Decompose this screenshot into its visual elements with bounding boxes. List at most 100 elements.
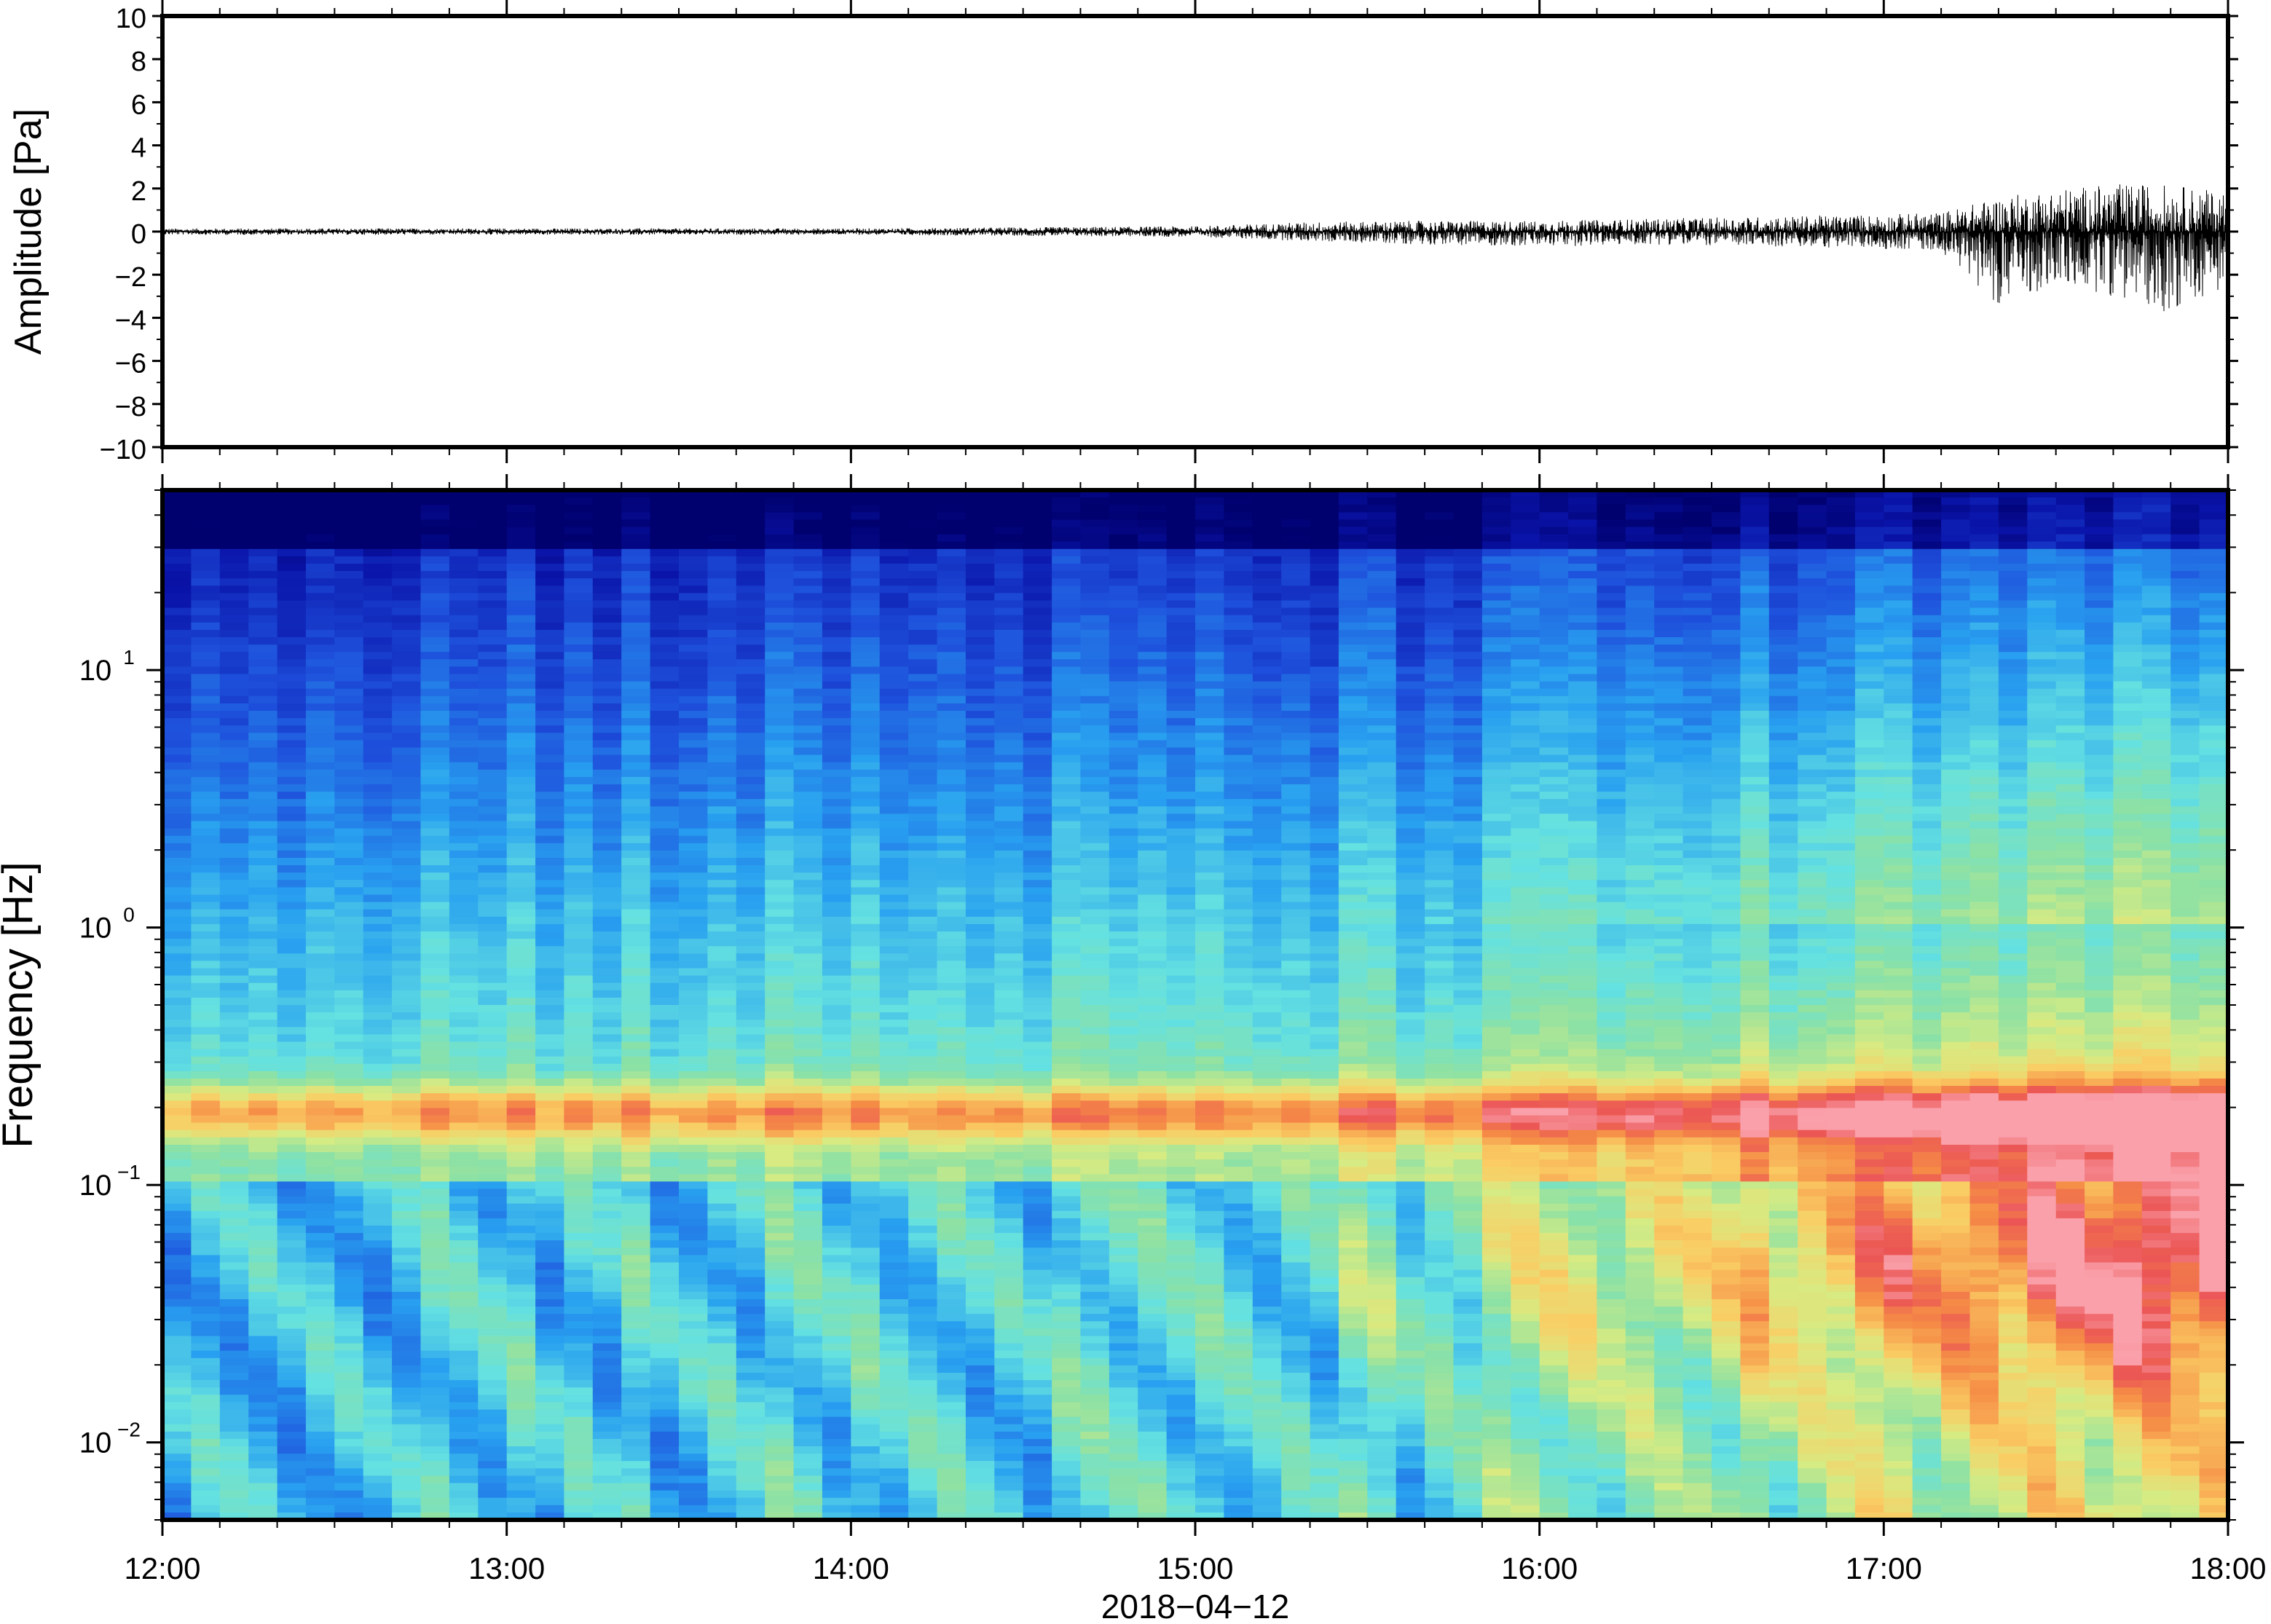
spectrogram-cell — [363, 622, 393, 631]
spectrogram-cell — [1052, 1512, 1082, 1520]
spectrogram-cell — [420, 1056, 450, 1065]
spectrogram-cell — [305, 887, 335, 896]
spectrogram-cell — [908, 695, 938, 704]
spectrogram-cell — [592, 497, 622, 505]
spectrogram-cell — [793, 887, 823, 896]
spectrogram-cell — [334, 1041, 364, 1050]
spectrogram-cell — [879, 997, 909, 1006]
spectrogram-cell — [1052, 725, 1082, 733]
spectrogram-cell — [506, 666, 536, 675]
spectrogram-cell — [248, 792, 278, 800]
spectrogram-cell — [851, 586, 881, 594]
spectrogram-cell — [793, 1328, 823, 1337]
spectrogram-cell — [277, 1475, 307, 1484]
spectrogram-cell — [162, 1512, 192, 1520]
spectrogram-cell — [937, 784, 967, 792]
spectrogram-cell — [449, 564, 479, 572]
spectrogram-cell — [679, 615, 708, 623]
spectrogram-cell — [1052, 512, 1082, 520]
spectrogram-cell — [363, 799, 393, 807]
spectrogram-cell — [765, 923, 795, 932]
spectrogram-cell — [248, 1027, 278, 1035]
spectrogram-cell — [277, 1196, 307, 1205]
spectrogram-cell — [564, 1438, 594, 1447]
spectrogram-cell — [965, 990, 995, 998]
spectrogram-cell — [879, 1454, 909, 1462]
spectrogram-cell — [506, 1167, 536, 1175]
spectrogram-cell — [1109, 1255, 1138, 1264]
spectrogram-cell — [621, 1357, 651, 1366]
spectrogram-cell — [793, 806, 823, 814]
spectrogram-cell — [707, 1203, 737, 1212]
spectrogram-cell — [822, 1071, 851, 1079]
spectrogram-cell — [707, 1461, 737, 1469]
spectrogram-cell — [937, 703, 967, 712]
spectrogram-cell — [219, 850, 249, 859]
spectrogram-cell — [392, 556, 422, 564]
spectrogram-cell — [1023, 1063, 1052, 1072]
spectrogram-cell — [679, 527, 708, 535]
spectrogram-cell — [851, 1167, 881, 1175]
spectrogram-cell — [162, 1475, 192, 1484]
spectrogram-cell — [506, 1365, 536, 1373]
spectrogram-cell — [592, 1336, 622, 1344]
spectrogram-cell — [679, 548, 708, 557]
spectrogram-cell — [248, 1454, 278, 1462]
spectrogram-cell — [1138, 1020, 1168, 1028]
spectrogram-cell — [191, 1255, 221, 1264]
spectrogram-cell — [908, 982, 938, 991]
spectrogram-cell — [994, 1321, 1024, 1329]
spectrogram-cell — [679, 674, 708, 682]
spectrogram-cell — [392, 666, 422, 675]
spectrogram-cell — [564, 1137, 594, 1146]
spectrogram-cell — [420, 1218, 450, 1226]
spectrogram-cell — [937, 1490, 967, 1499]
spectrogram-cell — [851, 872, 881, 880]
spectrogram-cell — [248, 1093, 278, 1101]
spectrogram-cell — [965, 776, 995, 785]
spectrogram-cell — [564, 1284, 594, 1293]
spectrogram-cell — [334, 975, 364, 984]
spectrogram-cell — [506, 1226, 536, 1234]
spectrogram-cell — [248, 1490, 278, 1499]
spectrogram-cell — [248, 894, 278, 903]
spectrogram-cell — [650, 1431, 680, 1440]
spectrogram-cell — [822, 674, 851, 682]
spectrogram-cell — [851, 1269, 881, 1278]
spectrogram-cell — [592, 872, 622, 880]
spectrogram-cell — [736, 747, 765, 756]
spectrogram-cell — [363, 674, 393, 682]
spectrogram-cell — [793, 1262, 823, 1271]
spectrogram-cell — [506, 733, 536, 741]
spectrogram-cell — [449, 806, 479, 814]
spectrogram-cell — [1138, 586, 1168, 594]
spectrogram-cell — [334, 1144, 364, 1153]
spectrogram-cell — [994, 1144, 1024, 1153]
spectrogram-cell — [908, 1328, 938, 1337]
spectrogram-cell — [650, 754, 680, 763]
spectrogram-cell — [937, 1079, 967, 1087]
spectrogram-cell — [363, 1137, 393, 1146]
spectrogram-cell — [851, 615, 881, 623]
spectrogram-cell — [650, 1475, 680, 1484]
spectrogram-cell — [994, 975, 1024, 984]
spectrogram-cell — [191, 1497, 221, 1506]
spectrogram-cell — [937, 1189, 967, 1197]
spectrogram-cell — [965, 681, 995, 690]
spectrogram-cell — [965, 792, 995, 800]
spectrogram-cell — [219, 607, 249, 616]
spectrogram-cell — [363, 637, 393, 645]
spectrogram-cell — [965, 600, 995, 609]
spectrogram-cell — [305, 828, 335, 837]
spectrogram-cell — [650, 1380, 680, 1388]
spectrogram-cell — [736, 695, 765, 704]
spectrogram-cell — [822, 887, 851, 896]
spectrogram-cell — [707, 1343, 737, 1352]
spectrogram-cell — [564, 1357, 594, 1366]
spectrogram-cell — [793, 747, 823, 756]
spectrogram-cell — [219, 1395, 249, 1403]
spectrogram-cell — [707, 1269, 737, 1278]
spectrogram-cell — [765, 835, 795, 844]
spectrogram-cell — [679, 902, 708, 910]
spectrogram-cell — [219, 813, 249, 822]
